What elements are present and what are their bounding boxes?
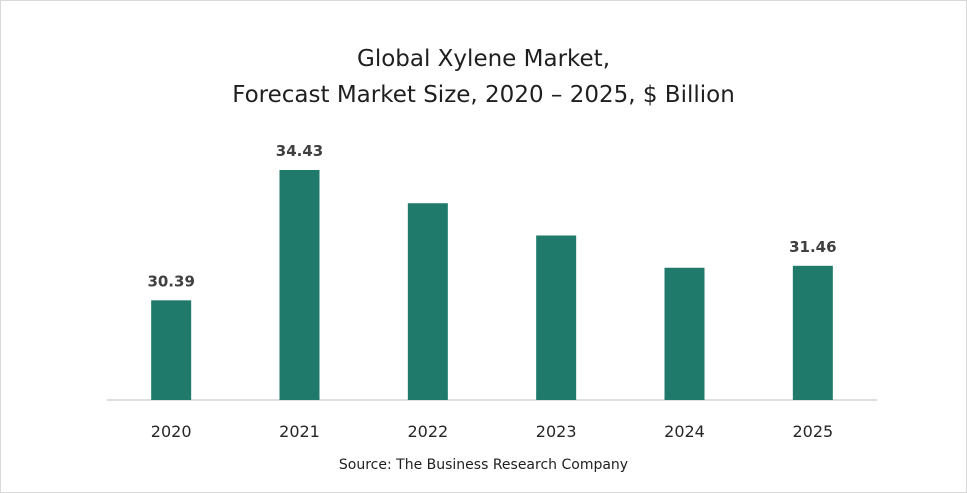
bar-2022: [407, 203, 448, 400]
x-tick-label-2025: 2025: [792, 422, 833, 441]
data-label-2025: 31.46: [789, 238, 836, 256]
x-tick-label-2022: 2022: [407, 422, 448, 441]
x-tick-label-2021: 2021: [279, 422, 320, 441]
chart-source: Source: The Business Research Company: [338, 457, 629, 473]
bar-2024: [664, 267, 705, 400]
bar-2025: [792, 265, 833, 400]
x-tick-label-2020: 2020: [151, 422, 192, 441]
chart-title-line1: Global Xylene Market,: [357, 46, 610, 72]
data-label-2020: 30.39: [147, 272, 194, 290]
data-label-2021: 34.43: [276, 142, 323, 160]
chart-title-line2: Forecast Market Size, 2020 – 2025, $ Bil…: [232, 82, 735, 108]
x-tick-label-2023: 2023: [536, 422, 577, 441]
bar-2021: [279, 170, 320, 400]
x-tick-label-2024: 2024: [664, 422, 705, 441]
bar-2023: [536, 235, 577, 400]
bar-2020: [151, 300, 192, 400]
